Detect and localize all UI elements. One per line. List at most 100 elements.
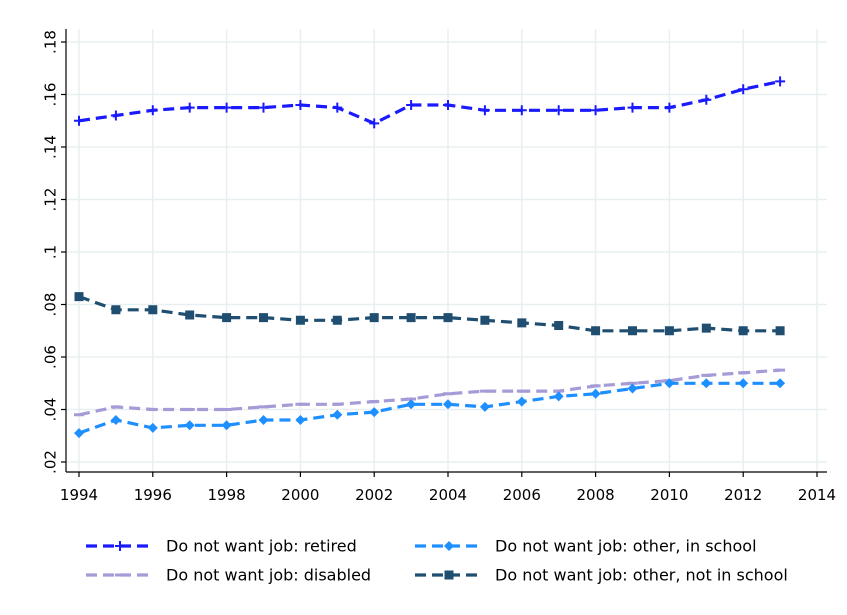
x-tick-label: 2002 (355, 486, 393, 504)
data-point (332, 102, 343, 113)
x-tick-label: 2000 (281, 486, 319, 504)
data-point (553, 391, 564, 402)
data-point (443, 399, 453, 410)
legend-item-4: Do not want job: other, not in school (415, 566, 788, 585)
legend-marker (444, 570, 454, 580)
series-4 (74, 292, 785, 336)
data-point (627, 102, 638, 113)
data-point (147, 105, 158, 116)
series-line (78, 368, 781, 417)
data-point (590, 388, 601, 399)
y-tick-label: .18 (41, 30, 59, 54)
data-point (295, 415, 306, 425)
data-point (332, 315, 342, 325)
x-tick-label: 2012 (724, 486, 762, 504)
y-tick-label: .16 (41, 83, 59, 107)
data-point (258, 102, 269, 113)
data-point (295, 315, 305, 325)
y-tick-label: .12 (41, 188, 59, 212)
data-point (627, 383, 638, 394)
data-point (516, 396, 527, 407)
data-point (738, 84, 749, 95)
legend: Do not want job: retired Do not want job:… (86, 537, 788, 585)
data-point (406, 313, 416, 323)
data-point (664, 102, 675, 113)
data-point (479, 401, 490, 412)
x-tick-label: 2010 (650, 486, 688, 504)
data-point (701, 94, 712, 105)
y-tick-label: .14 (41, 135, 59, 159)
data-point (258, 415, 269, 425)
data-point (591, 326, 601, 336)
data-point (259, 313, 268, 323)
y-tick-label: .1 (41, 245, 59, 259)
data-point (664, 326, 674, 336)
data-point (554, 321, 564, 330)
data-point (479, 105, 490, 116)
series-2 (74, 368, 786, 417)
x-tick-label: 2004 (429, 486, 467, 504)
data-point (516, 105, 527, 116)
data-point (184, 420, 195, 431)
data-point (74, 428, 84, 439)
data-point (221, 420, 232, 431)
data-point (222, 313, 232, 323)
y-tick-label: .04 (41, 398, 59, 422)
series-line (78, 79, 781, 125)
data-point (369, 407, 380, 418)
y-tick-label: .06 (41, 345, 59, 369)
data-point (184, 102, 195, 113)
data-point (553, 105, 564, 116)
data-point (775, 326, 785, 336)
legend-marker (115, 541, 125, 551)
data-point (443, 100, 453, 110)
x-tick-label: 1998 (208, 486, 246, 504)
data-point (775, 378, 786, 389)
data-point (110, 415, 121, 425)
series-line (78, 381, 781, 435)
data-point (148, 305, 158, 315)
data-point (590, 105, 601, 116)
plot-area: .02 .04 .06 .08 .1 .12 .14 .16 .18 1994 1996 1998 20… (41, 29, 836, 504)
series-1 (74, 76, 786, 129)
data-point (738, 378, 749, 389)
data-point (185, 310, 195, 320)
legend-item-2: Do not want job: disabled (86, 566, 371, 585)
data-point (369, 313, 379, 323)
data-point (443, 313, 453, 323)
series-line (78, 295, 781, 333)
data-point (406, 100, 417, 110)
legend-item-1: Do not want job: retired (86, 537, 357, 556)
x-tick-label: 2008 (577, 486, 615, 504)
data-point (701, 323, 711, 333)
y-tick-label: .02 (41, 450, 59, 474)
data-point (369, 118, 380, 129)
legend-item-3: Do not want job: other, in school (415, 537, 757, 556)
data-point (775, 76, 786, 87)
legend-label: Do not want job: other, not in school (495, 566, 788, 585)
y-tick-label: .08 (41, 293, 59, 317)
data-point (738, 326, 748, 336)
data-point (147, 422, 158, 433)
data-point (517, 318, 527, 328)
x-tick-label: 2006 (503, 486, 541, 504)
x-tick-label: 1996 (134, 486, 172, 504)
data-point (480, 315, 490, 325)
legend-marker (444, 541, 454, 551)
data-point (628, 326, 637, 336)
data-point (74, 292, 84, 302)
data-point (221, 102, 232, 113)
data-point (664, 378, 675, 389)
legend-label: Do not want job: other, in school (495, 537, 757, 556)
data-point (111, 305, 121, 315)
x-tick-label: 1994 (60, 486, 98, 504)
x-tick-label: 2014 (798, 486, 836, 504)
data-point (74, 115, 84, 126)
plot-region (66, 29, 827, 472)
data-point (110, 110, 121, 121)
data-point (701, 378, 712, 389)
legend-label: Do not want job: disabled (166, 566, 371, 585)
data-point (332, 409, 343, 420)
data-point (406, 399, 417, 410)
series-3 (74, 378, 786, 439)
